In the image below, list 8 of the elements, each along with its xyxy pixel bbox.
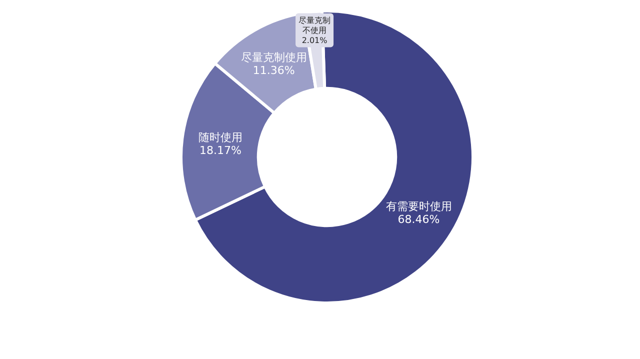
data-label: 11.36% bbox=[252, 64, 295, 78]
data-label: 2.01% bbox=[302, 36, 328, 46]
slice-label: 尽量克制不使用 bbox=[298, 16, 331, 36]
data-label: 68.46% bbox=[398, 212, 440, 226]
slice-label: 尽量克制使用 bbox=[240, 51, 307, 64]
data-label: 18.17% bbox=[200, 144, 242, 157]
slice-label: 有需要时使用 bbox=[386, 200, 452, 213]
slice-label: 随时使用 bbox=[198, 130, 243, 144]
